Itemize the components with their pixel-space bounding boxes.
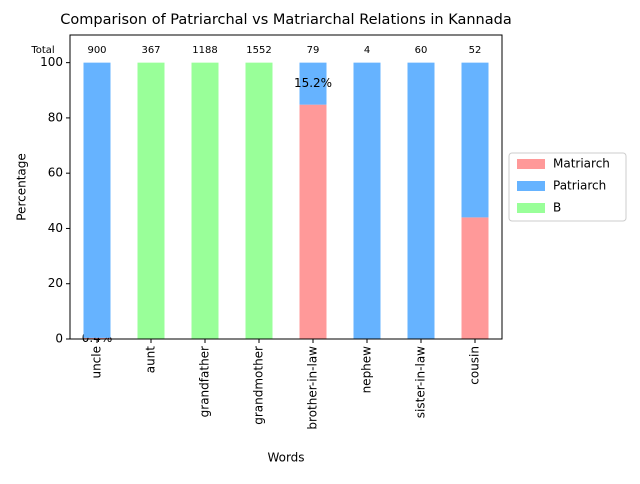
y-tick-label: 80 [48, 110, 63, 124]
bar-segment [461, 62, 489, 218]
bar-segment [83, 337, 111, 339]
y-tick-label: 40 [48, 221, 63, 235]
y-tick-label: 0 [55, 332, 63, 346]
x-tick-label: brother-in-law [306, 346, 320, 430]
legend-label: Patriarch [553, 179, 606, 193]
legend-swatch [517, 203, 545, 213]
y-tick-label: 60 [48, 166, 63, 180]
total-label: 900 [87, 45, 106, 56]
totals-label: Total [30, 45, 54, 56]
y-tick-label: 100 [40, 55, 63, 69]
x-tick-label: uncle [90, 346, 104, 379]
chart-title: Comparison of Patriarchal vs Matriarchal… [60, 12, 511, 28]
legend-label: Matriarch [553, 157, 610, 171]
bar-segment [137, 62, 165, 340]
bar-segment [353, 62, 381, 340]
x-tick-label: nephew [360, 346, 374, 394]
total-label: 1552 [246, 45, 271, 56]
total-label: 60 [415, 45, 428, 56]
x-axis-label: Words [267, 451, 304, 465]
legend-label: B [553, 201, 561, 215]
x-tick-label: grandmother [252, 346, 266, 425]
x-tick-label: aunt [144, 346, 158, 374]
total-label: 4 [364, 45, 370, 56]
x-tick-label: sister-in-law [414, 346, 428, 418]
total-label: 367 [141, 45, 160, 56]
total-label: 79 [307, 45, 320, 56]
bar-segment [245, 62, 273, 340]
total-label: 52 [469, 45, 482, 56]
legend: Matriarch Patriarch B [508, 152, 627, 222]
bar-segment [299, 62, 327, 105]
total-label: 1188 [192, 45, 217, 56]
legend-swatch [517, 181, 545, 191]
bar-segment [461, 217, 489, 339]
legend-swatch [517, 159, 545, 169]
bar-segment [83, 62, 111, 338]
x-tick-label: grandfather [198, 346, 212, 417]
bar-segment [299, 104, 327, 339]
x-tick-label: cousin [468, 346, 482, 385]
bar-segment [407, 62, 435, 340]
bar-segment [191, 62, 219, 340]
value-label: 15.2% [294, 76, 332, 90]
y-axis-label: Percentage [15, 153, 29, 221]
plot-frame [69, 34, 503, 340]
y-tick-label: 20 [48, 276, 63, 290]
